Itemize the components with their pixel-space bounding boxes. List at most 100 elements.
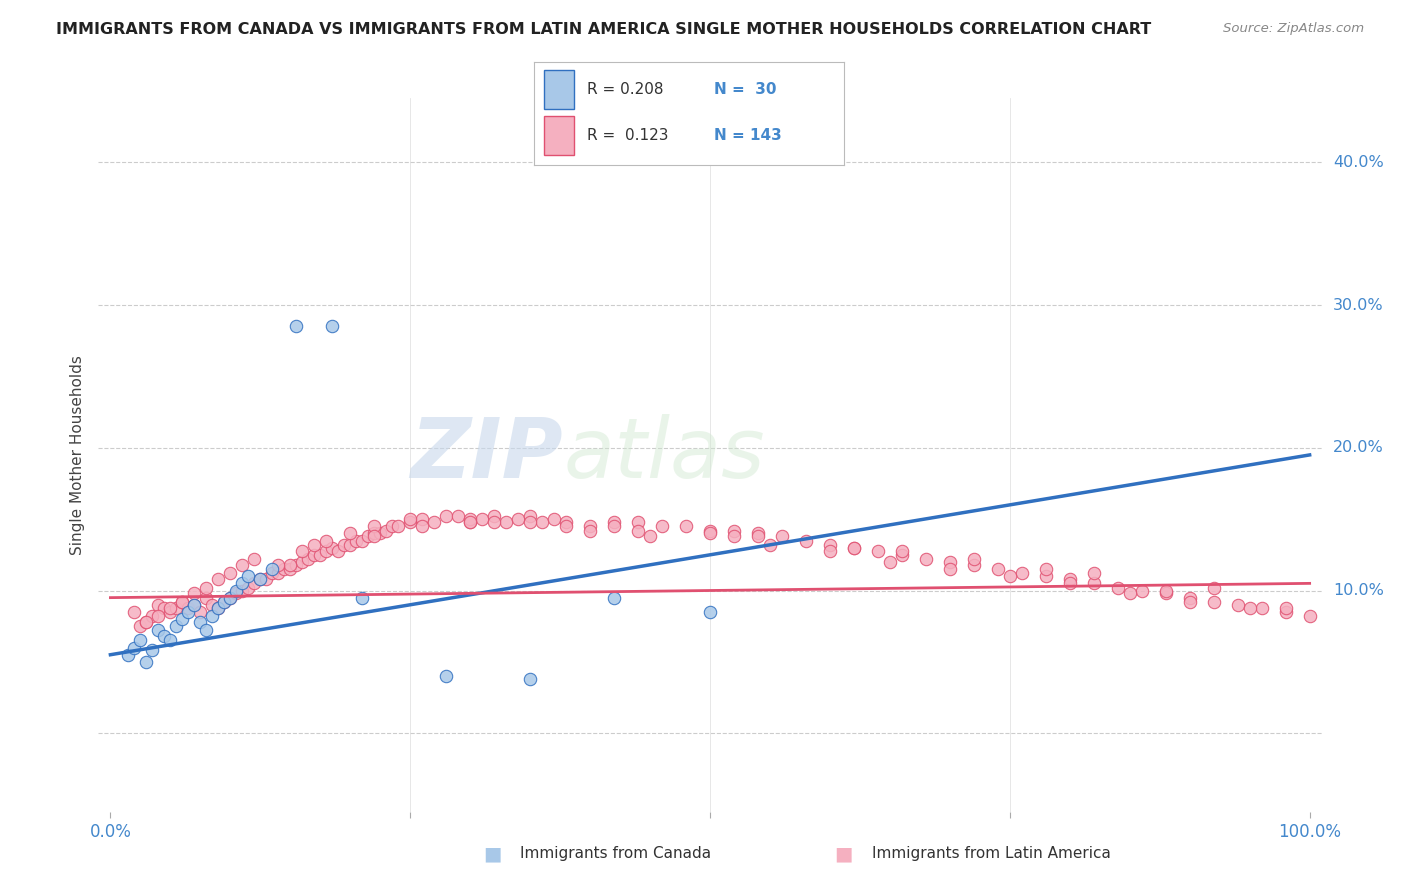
Point	[519, 509, 541, 524]
Point	[183, 586, 205, 600]
Text: Immigrants from Canada: Immigrants from Canada	[520, 847, 711, 861]
Point	[963, 558, 986, 572]
Point	[963, 552, 986, 566]
Point	[519, 515, 541, 529]
Point	[879, 555, 901, 569]
Point	[214, 595, 236, 609]
Point	[273, 562, 295, 576]
Point	[201, 609, 224, 624]
Text: IMMIGRANTS FROM CANADA VS IMMIGRANTS FROM LATIN AMERICA SINGLE MOTHER HOUSEHOLDS: IMMIGRANTS FROM CANADA VS IMMIGRANTS FRO…	[56, 22, 1152, 37]
Point	[1119, 586, 1142, 600]
Point	[309, 548, 332, 562]
Point	[219, 591, 242, 605]
Text: ZIP: ZIP	[411, 415, 564, 495]
Point	[579, 519, 602, 533]
Point	[159, 633, 181, 648]
Point	[195, 624, 218, 638]
Point	[555, 515, 578, 529]
Point	[387, 519, 409, 533]
Text: 40.0%: 40.0%	[1333, 155, 1384, 169]
Text: Source: ZipAtlas.com: Source: ZipAtlas.com	[1223, 22, 1364, 36]
Point	[1239, 600, 1261, 615]
Point	[1035, 569, 1057, 583]
Point	[315, 543, 337, 558]
Point	[915, 552, 938, 566]
Point	[363, 519, 385, 533]
Text: 10.0%: 10.0%	[1333, 583, 1384, 598]
Point	[842, 541, 865, 555]
Point	[172, 612, 194, 626]
Point	[148, 624, 170, 638]
Point	[129, 633, 152, 648]
Point	[638, 529, 661, 543]
Point	[1059, 572, 1081, 586]
Point	[207, 600, 229, 615]
Point	[159, 605, 181, 619]
Point	[254, 572, 277, 586]
Point	[159, 600, 181, 615]
Point	[333, 538, 356, 552]
Point	[368, 526, 391, 541]
Point	[344, 533, 367, 548]
Point	[723, 524, 745, 538]
Point	[285, 558, 308, 572]
Point	[579, 524, 602, 538]
Point	[842, 541, 865, 555]
Point	[770, 529, 793, 543]
Point	[177, 600, 200, 615]
Point	[627, 524, 650, 538]
Point	[1011, 566, 1033, 581]
Point	[1202, 595, 1225, 609]
Point	[543, 512, 565, 526]
FancyBboxPatch shape	[544, 70, 575, 109]
Point	[939, 555, 962, 569]
Point	[124, 640, 146, 655]
Point	[699, 605, 721, 619]
Point	[363, 529, 385, 543]
Point	[267, 558, 290, 572]
Y-axis label: Single Mother Households: Single Mother Households	[70, 355, 86, 555]
Point	[153, 629, 176, 643]
Point	[304, 538, 326, 552]
Point	[238, 569, 260, 583]
Point	[291, 555, 314, 569]
Point	[1298, 609, 1320, 624]
Point	[651, 519, 673, 533]
Point	[699, 526, 721, 541]
Point	[423, 515, 446, 529]
Point	[471, 512, 494, 526]
Point	[172, 595, 194, 609]
Point	[381, 519, 404, 533]
Point	[818, 538, 841, 552]
Text: atlas: atlas	[564, 415, 765, 495]
Point	[315, 533, 337, 548]
Point	[278, 558, 301, 572]
Text: ■: ■	[482, 844, 502, 863]
Point	[148, 609, 170, 624]
Point	[434, 669, 457, 683]
Point	[794, 533, 817, 548]
Point	[1274, 600, 1296, 615]
Point	[866, 543, 889, 558]
Text: 20.0%: 20.0%	[1333, 441, 1384, 455]
Point	[603, 515, 626, 529]
Point	[1250, 600, 1272, 615]
Text: N =  30: N = 30	[714, 81, 776, 96]
Point	[339, 538, 361, 552]
Point	[890, 548, 912, 562]
Point	[291, 543, 314, 558]
Point	[1035, 562, 1057, 576]
Point	[195, 591, 218, 605]
Point	[1178, 591, 1201, 605]
Point	[411, 512, 433, 526]
Point	[1083, 576, 1105, 591]
Point	[1083, 566, 1105, 581]
Point	[1107, 581, 1129, 595]
Point	[172, 595, 194, 609]
Point	[531, 515, 554, 529]
Point	[231, 576, 253, 591]
Point	[165, 619, 187, 633]
Point	[188, 605, 211, 619]
Point	[243, 552, 266, 566]
Point	[555, 519, 578, 533]
